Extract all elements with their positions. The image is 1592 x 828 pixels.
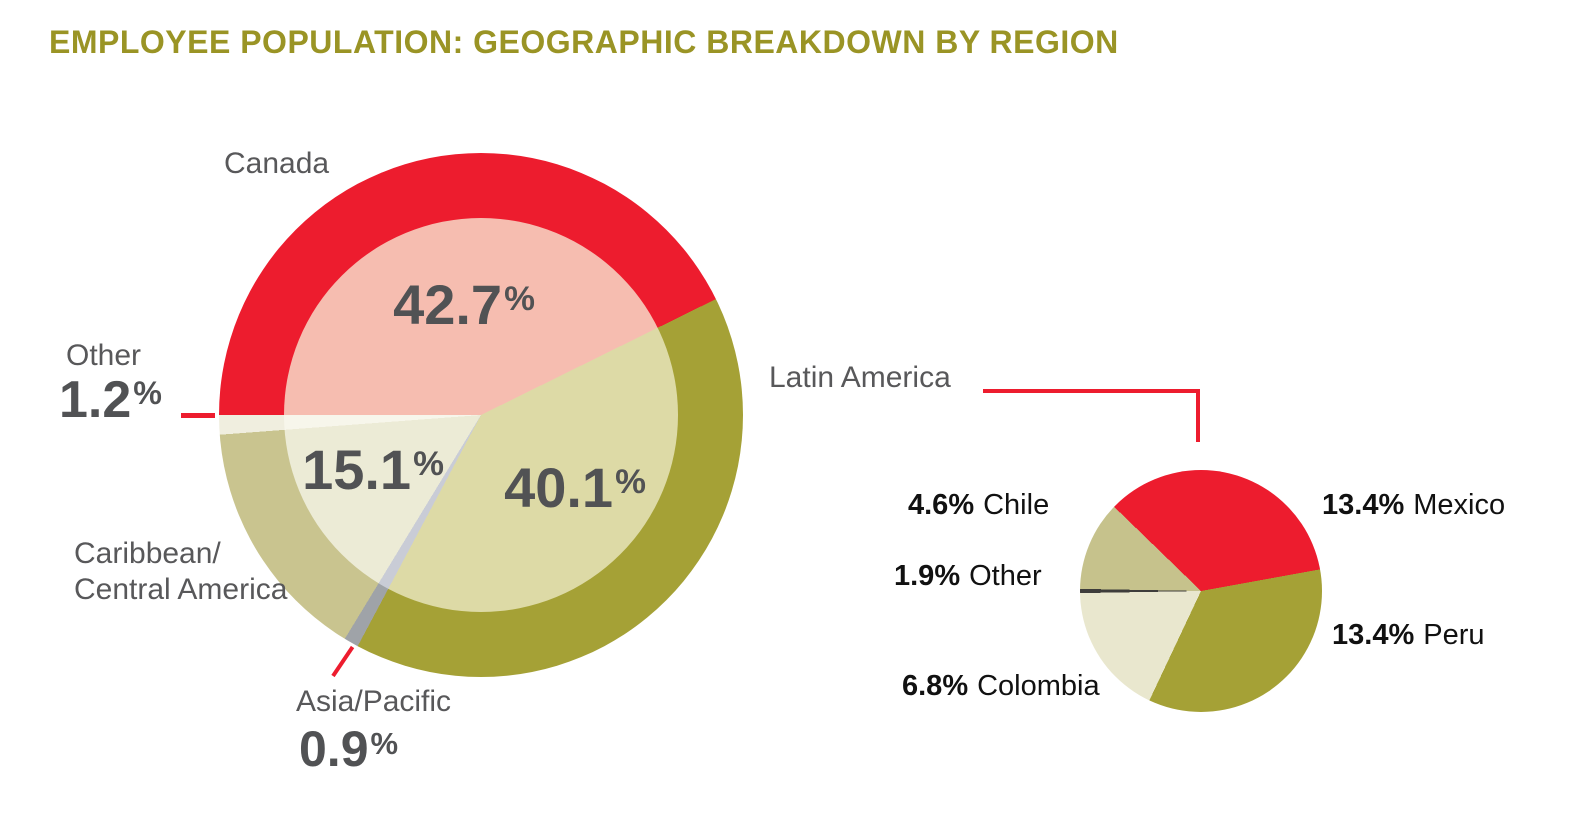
latin-america-value: 40.1 [504, 456, 614, 519]
caribbean-label: Caribbean/ Central America [74, 536, 287, 608]
canada-value-label: 42.7% [393, 277, 535, 333]
latam-other-label: 1.9% Other [894, 559, 1042, 593]
caribbean-value-label: 15.1% [302, 442, 444, 498]
asia-pacific-value-label: 0.9% [299, 724, 398, 774]
canada-value: 42.7 [393, 273, 503, 336]
latin-america-label: Latin America [769, 361, 951, 394]
asia-pacific-label: Asia/Pacific [296, 685, 452, 718]
mexico-label: 13.4% Mexico [1322, 488, 1505, 522]
colombia-value: 6.8% [902, 670, 969, 702]
peru-label: 13.4% Peru [1332, 618, 1485, 652]
percent-sign: % [615, 463, 646, 502]
percent-sign: % [413, 445, 444, 484]
latin-america-connector-line-horizontal [983, 389, 1200, 393]
colombia-label: 6.8% Colombia [902, 669, 1100, 703]
peru-name: Peru [1423, 619, 1485, 651]
other-label: Other [66, 339, 142, 372]
chile-label: 4.6% Chile [908, 488, 1049, 522]
chile-name: Chile [983, 489, 1050, 521]
chile-value: 4.6% [908, 489, 975, 521]
percent-sign: % [133, 375, 162, 412]
other-value: 1.2 [59, 371, 132, 429]
peru-value: 13.4% [1332, 619, 1415, 651]
latam-pie-circle [1080, 470, 1322, 712]
other-value-label: 1.2% [59, 374, 162, 426]
mexico-name: Mexico [1413, 489, 1506, 521]
other-pointer-line [181, 413, 215, 418]
page-title: EMPLOYEE POPULATION: GEOGRAPHIC BREAKDOW… [49, 24, 1119, 60]
caribbean-label-line1: Caribbean/ [74, 537, 221, 570]
latam-pie-chart [1080, 470, 1322, 712]
asia-pacific-value: 0.9 [299, 721, 369, 777]
mexico-value: 13.4% [1322, 489, 1405, 521]
percent-sign: % [370, 725, 399, 761]
latin-america-value-label: 40.1% [504, 460, 646, 516]
caribbean-label-line2: Central America [74, 573, 288, 606]
colombia-name: Colombia [977, 670, 1100, 702]
main-pie-center [284, 218, 678, 612]
latam-other-name: Other [969, 560, 1042, 592]
latam-other-value: 1.9% [894, 560, 961, 592]
caribbean-value: 15.1 [302, 438, 412, 501]
canada-label: Canada [224, 147, 330, 180]
main-pie-chart: 42.7% 15.1% 40.1% [219, 153, 743, 677]
latin-america-connector-line-vertical [1196, 389, 1200, 442]
percent-sign: % [504, 280, 535, 319]
